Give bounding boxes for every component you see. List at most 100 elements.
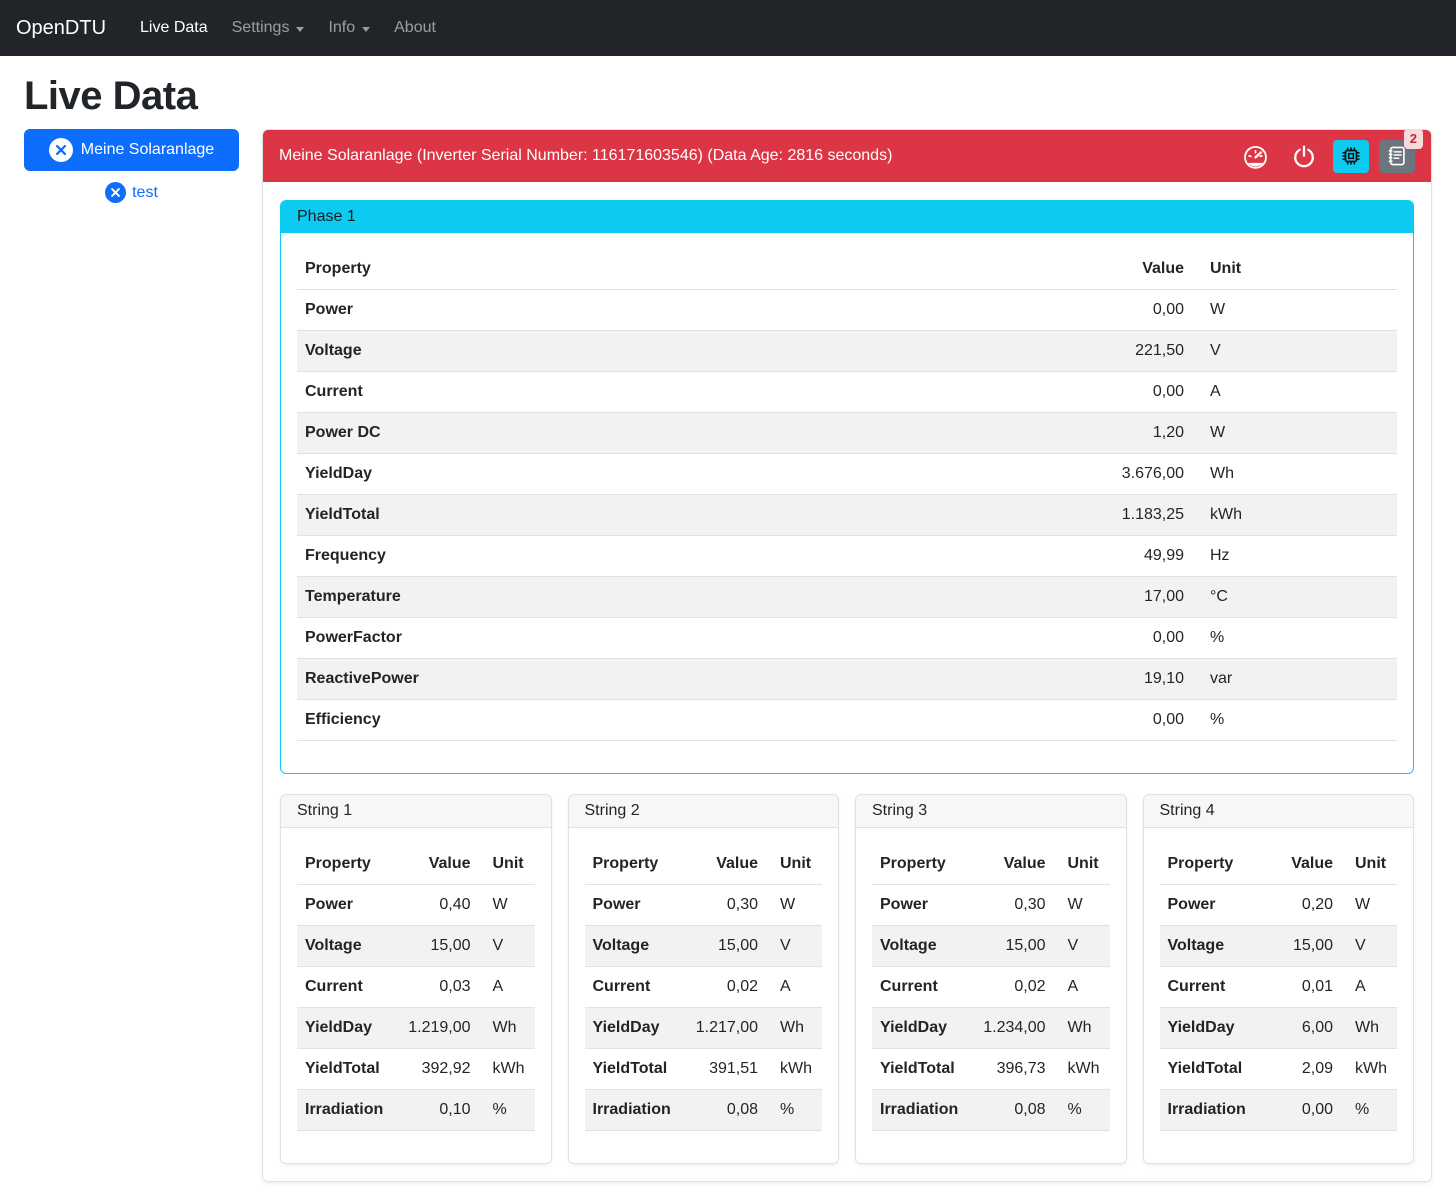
property-cell: Current (297, 371, 1082, 413)
unit-cell: V (766, 925, 822, 967)
table-header-row: Property Value Unit (1159, 844, 1397, 885)
journal-text-icon (1386, 145, 1408, 167)
column-header-property: Property (1159, 844, 1259, 885)
value-cell: 0,20 (1259, 884, 1341, 926)
nav-item-live-data[interactable]: Live Data (132, 11, 216, 45)
unit-cell: W (1192, 412, 1397, 454)
string-card-body: Property Value Unit (281, 828, 551, 1163)
property-cell: Irradiation (1159, 1089, 1259, 1131)
column-header-property: Property (872, 844, 972, 885)
device-info-button[interactable] (1333, 139, 1369, 173)
string-card-header: String 2 (568, 795, 838, 828)
inverter-test-link[interactable]: test (24, 182, 239, 203)
column-header-unit: Unit (1192, 249, 1397, 290)
phase-card: Phase 1 Property Value Unit (280, 200, 1414, 774)
string-card-header: String 3 (856, 795, 1126, 828)
column-header-unit: Unit (478, 844, 535, 885)
unit-cell: W (1053, 884, 1110, 926)
unit-cell: V (1341, 925, 1397, 967)
value-cell: 0,30 (971, 884, 1054, 926)
table-row: Power DC 1,20 W (297, 412, 1397, 454)
unit-cell: Wh (1053, 1007, 1110, 1049)
property-cell: YieldDay (297, 453, 1082, 495)
unit-cell: var (1192, 658, 1397, 700)
property-cell: Voltage (872, 925, 972, 967)
string-table: Property Value Unit (297, 844, 535, 1131)
unit-cell: W (766, 884, 822, 926)
unit-cell: kWh (478, 1048, 535, 1090)
table-row: Voltage 15,00 V (872, 925, 1110, 967)
property-cell: Power DC (297, 412, 1082, 454)
property-cell: YieldTotal (297, 494, 1082, 536)
property-cell: YieldDay (297, 1007, 397, 1049)
property-cell: Voltage (584, 925, 684, 967)
column-header-unit: Unit (1053, 844, 1110, 885)
property-cell: Power (297, 884, 397, 926)
property-cell: YieldDay (584, 1007, 684, 1049)
property-cell: Voltage (297, 330, 1082, 372)
property-cell: Irradiation (872, 1089, 972, 1131)
column-header-value: Value (971, 844, 1054, 885)
x-circle-fill-icon (48, 138, 73, 162)
nav-item-settings[interactable]: Settings (224, 11, 313, 45)
unit-cell: kWh (766, 1048, 822, 1090)
property-cell: ReactivePower (297, 658, 1082, 700)
unit-cell: % (1341, 1089, 1397, 1131)
unit-cell: % (1192, 617, 1397, 659)
eventlog-button[interactable]: 2 (1379, 128, 1423, 173)
string-card: String 1 Property Value Unit (280, 794, 552, 1164)
string-card-body: Property Value Unit (569, 828, 839, 1163)
value-cell: 19,10 (1082, 658, 1192, 700)
column-header-property: Property (584, 844, 684, 885)
column-header-unit: Unit (766, 844, 822, 885)
table-header-row: Property Value Unit (872, 844, 1110, 885)
unit-cell: % (766, 1089, 822, 1131)
property-cell: YieldTotal (872, 1048, 972, 1090)
cpu-icon (1340, 145, 1362, 167)
unit-cell: V (1192, 330, 1397, 372)
nav-item-label: Live Data (140, 19, 208, 36)
value-cell: 0,00 (1082, 371, 1192, 413)
table-row: Voltage 15,00 V (584, 925, 822, 967)
brand-link[interactable]: OpenDTU (16, 16, 107, 39)
navbar: OpenDTU Live Data Settings Info About (0, 0, 1456, 56)
table-row: Current 0,00 A (297, 371, 1397, 413)
property-cell: Power (872, 884, 972, 926)
string-card-body: Property Value Unit (1144, 828, 1414, 1163)
table-row: Frequency 49,99 Hz (297, 535, 1397, 577)
nav-item-info[interactable]: Info (320, 11, 378, 45)
string-table: Property Value Unit (872, 844, 1110, 1131)
property-cell: PowerFactor (297, 617, 1082, 659)
unit-cell: Hz (1192, 535, 1397, 577)
value-cell: 0,02 (971, 966, 1054, 1008)
column-header-unit: Unit (1341, 844, 1397, 885)
value-cell: 0,00 (1082, 617, 1192, 659)
value-cell: 0,00 (1259, 1089, 1341, 1131)
nav-item-label: About (394, 19, 436, 36)
inverter-select-button[interactable]: Meine Solaranlage (24, 129, 239, 171)
property-cell: Power (584, 884, 684, 926)
limit-settings-button[interactable] (1236, 139, 1275, 174)
value-cell: 1.234,00 (971, 1007, 1054, 1049)
value-cell: 0,00 (1082, 699, 1192, 741)
unit-cell: % (478, 1089, 535, 1131)
power-toggle-button[interactable] (1285, 139, 1323, 173)
nav-menu: Live Data Settings Info About (132, 11, 444, 45)
string-card: String 4 Property Value Unit (1142, 794, 1414, 1164)
nav-item-about[interactable]: About (386, 11, 444, 45)
value-cell: 396,73 (971, 1048, 1054, 1090)
table-row: Power 0,30 W (584, 884, 822, 926)
column-header-value: Value (396, 844, 479, 885)
unit-cell: W (478, 884, 535, 926)
phase-card-header: Phase 1 (281, 201, 1413, 233)
inverter-select-label: Meine Solaranlage (80, 141, 215, 158)
value-cell: 15,00 (396, 925, 479, 967)
phase-table: Property Value Unit Power (297, 249, 1397, 741)
value-cell: 2,09 (1259, 1048, 1341, 1090)
inverter-test-label: test (132, 183, 158, 201)
table-header-row: Property Value Unit (584, 844, 822, 885)
table-row: Voltage 221,50 V (297, 330, 1397, 372)
property-cell: Current (297, 966, 397, 1008)
table-row: Irradiation 0,00 % (1159, 1089, 1397, 1131)
table-row: YieldTotal 391,51 kWh (584, 1048, 822, 1090)
